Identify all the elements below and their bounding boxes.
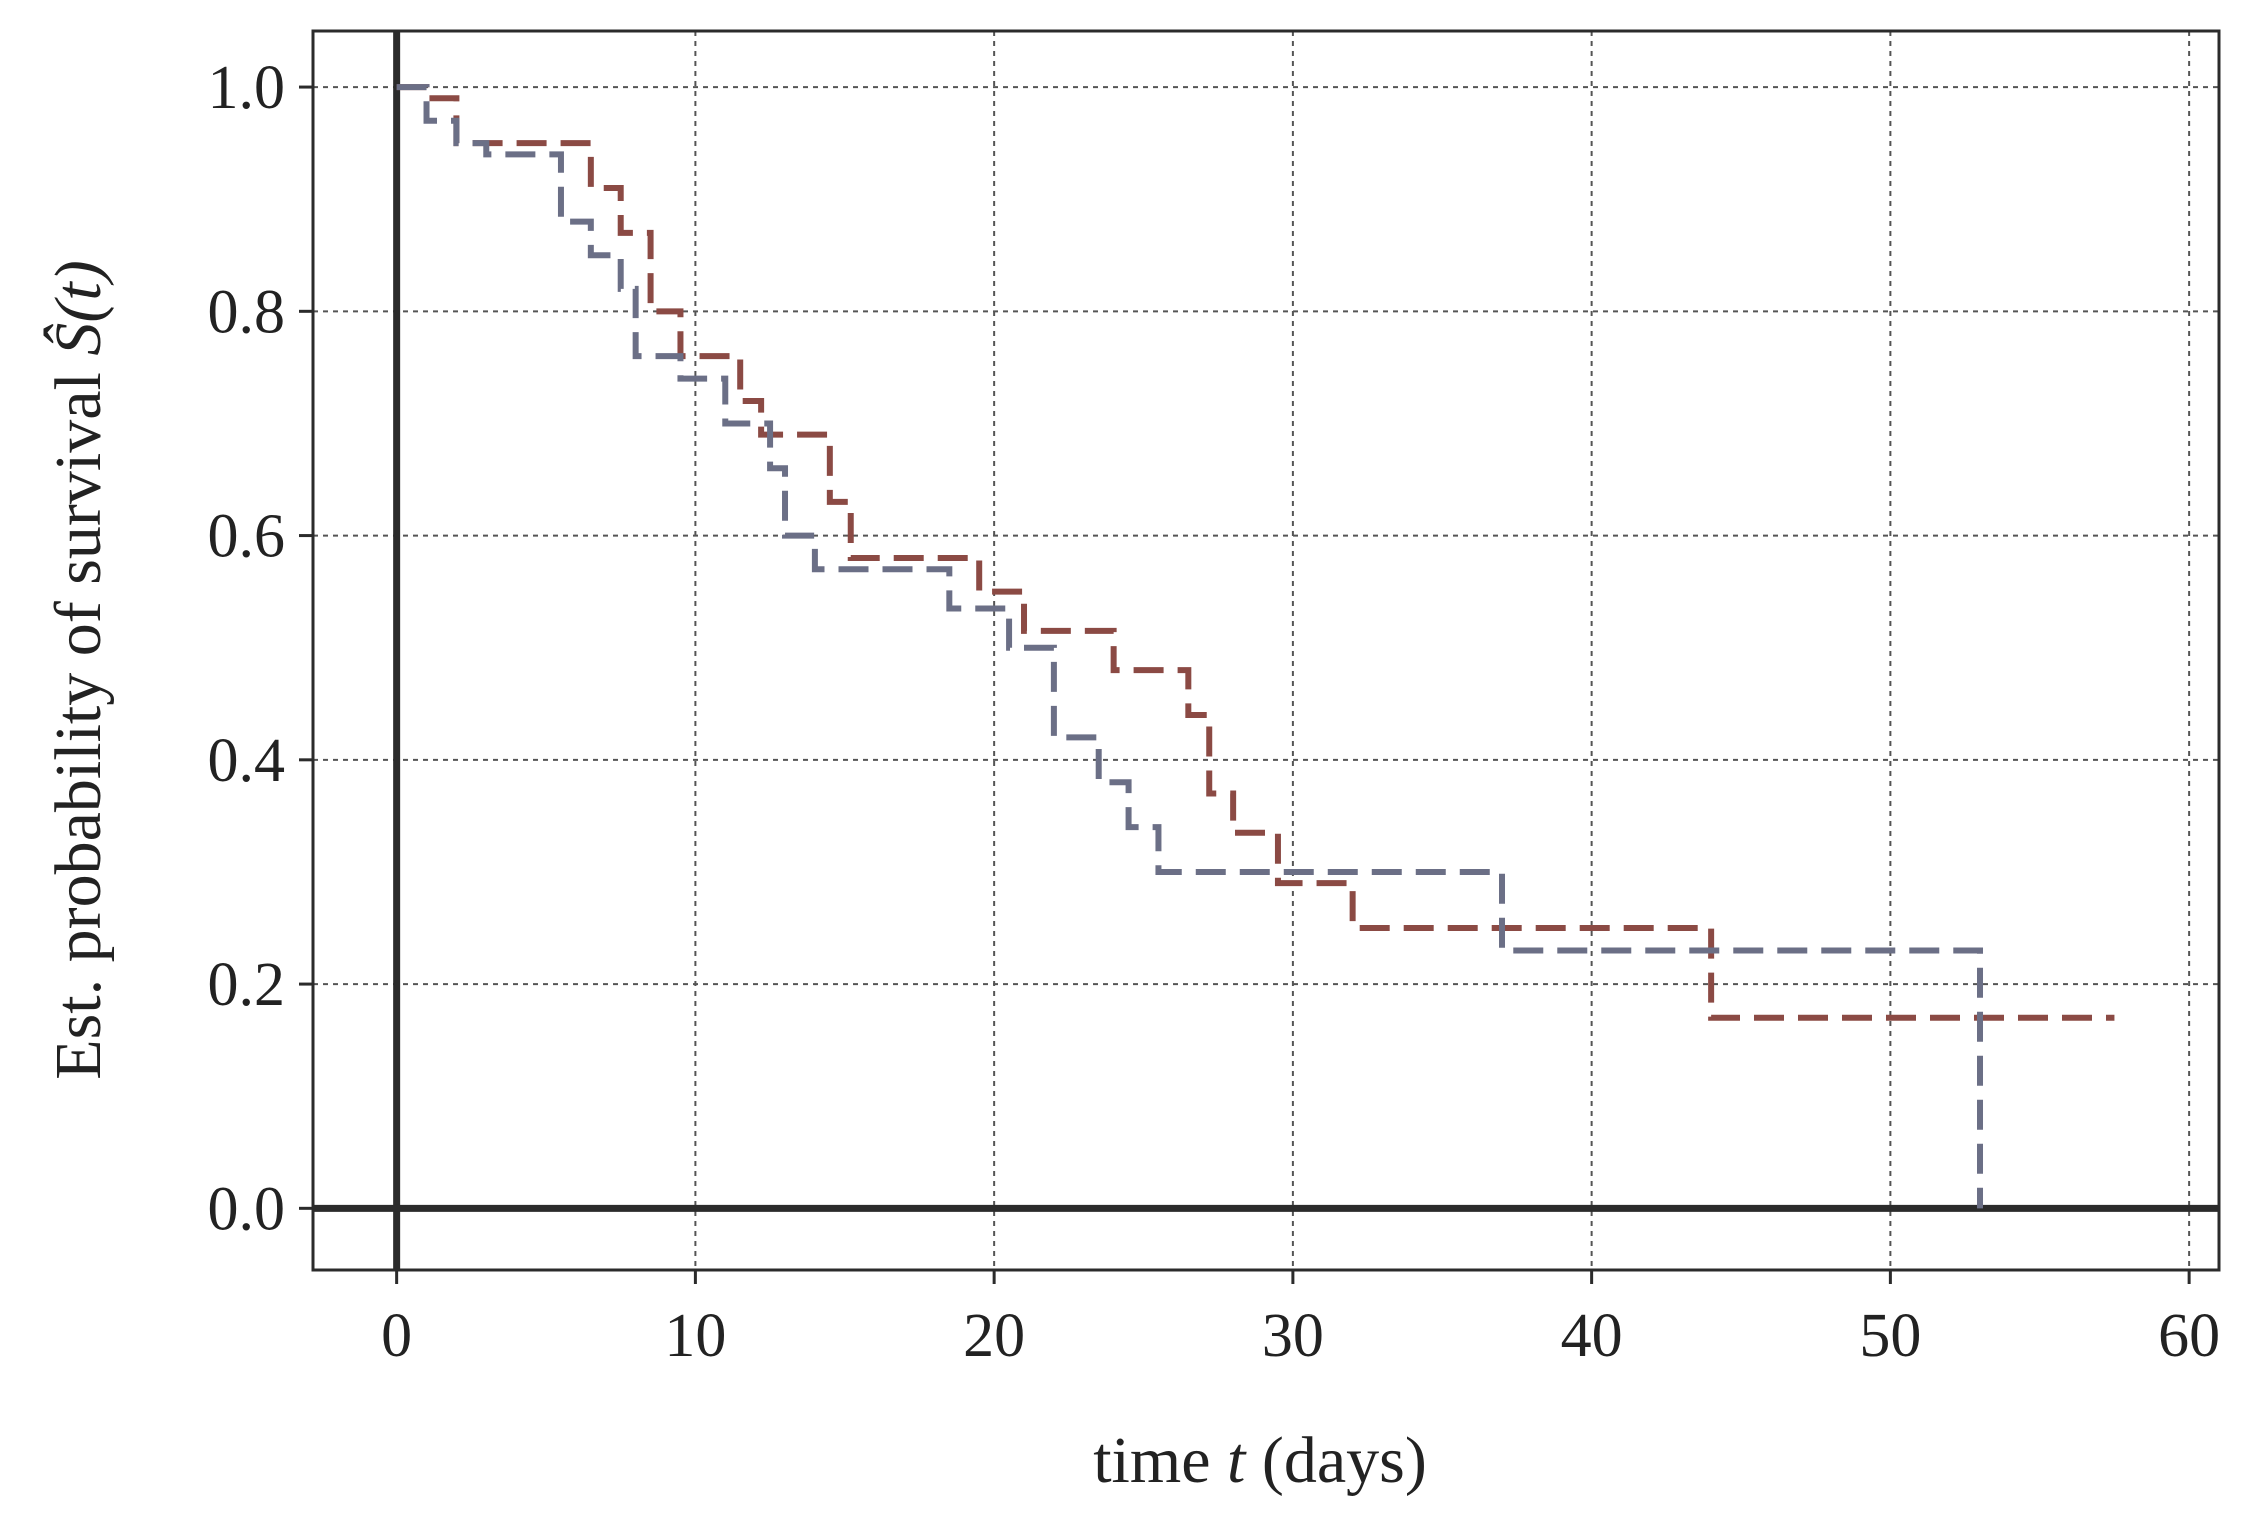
x-axis-label: time t (days): [1093, 1424, 1427, 1497]
x-tick-label: 10: [664, 1302, 726, 1370]
y-tick-label: 0.4: [208, 727, 286, 795]
x-ticks: 0 10 20 30 40 50 60: [381, 1270, 2220, 1370]
x-tick-label: 30: [1262, 1302, 1324, 1370]
x-tick-label: 20: [963, 1302, 1025, 1370]
series-line-2: [396, 84, 1983, 1209]
y-tick-label: 0.8: [208, 278, 286, 346]
y-tick-label: 0.6: [208, 503, 286, 571]
x-tick-label: 40: [1561, 1302, 1623, 1370]
y-ticks: 0.0 0.2 0.4 0.6 0.8 1.0: [208, 54, 313, 1243]
y-tick-label: 0.2: [208, 951, 286, 1019]
grid: [313, 31, 2219, 1270]
reference-lines: [313, 31, 2219, 1270]
plot-frame: [311, 29, 2221, 1272]
y-tick-label: 0.0: [208, 1175, 286, 1243]
x-tick-label: 50: [1859, 1302, 1921, 1370]
y-axis-label: Est. probability of survival Ŝ(t): [42, 260, 115, 1079]
x-tick-label: 0: [381, 1302, 412, 1370]
series-line-1: [396, 84, 2115, 1021]
x-tick-label: 60: [2158, 1302, 2220, 1370]
series-group: [396, 84, 2115, 1209]
y-tick-label: 1.0: [208, 54, 286, 122]
